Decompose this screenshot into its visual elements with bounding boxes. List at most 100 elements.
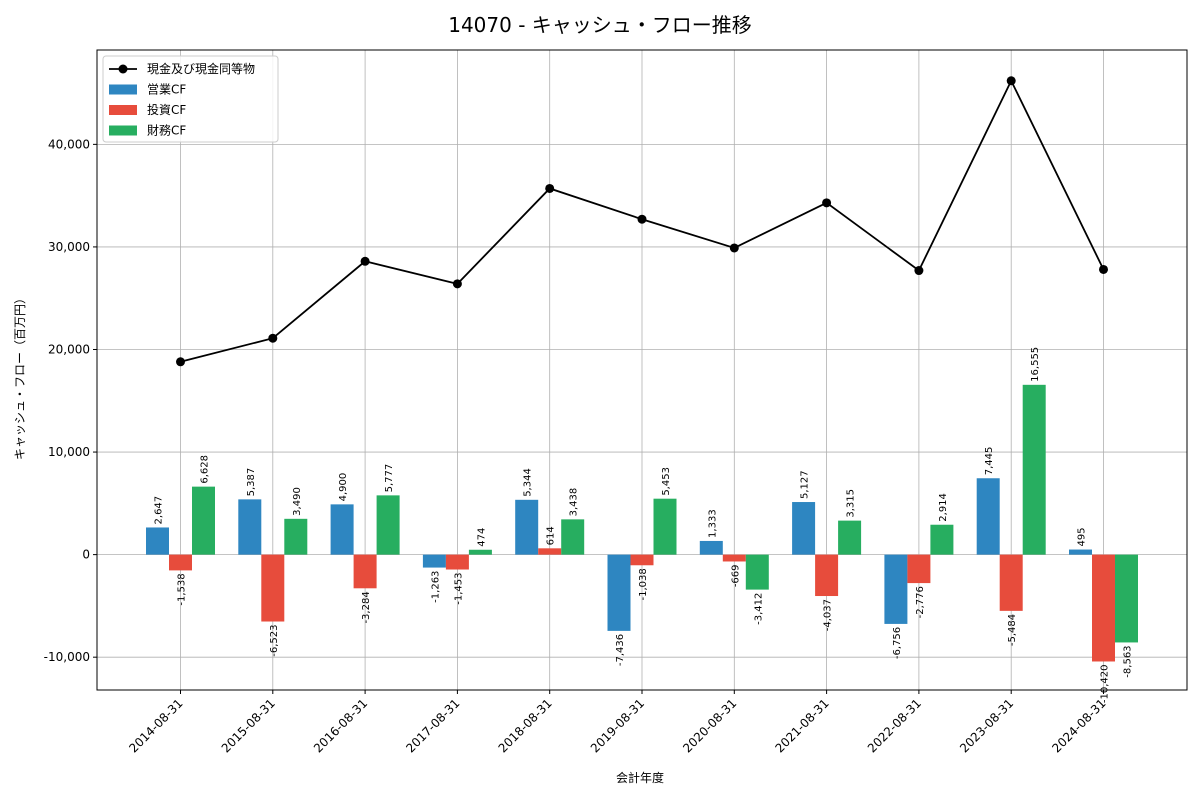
data-label: 4,900 [338, 473, 349, 502]
data-label: 474 [476, 528, 487, 547]
bar [607, 554, 631, 631]
data-label: 3,490 [292, 487, 303, 516]
bar [1069, 549, 1092, 555]
x-tick-label: 2019-08-31 [588, 696, 647, 755]
bar [930, 524, 954, 555]
x-tick-label: 2014-08-31 [126, 696, 185, 755]
data-label: 5,387 [246, 468, 257, 497]
data-label: -7,436 [615, 634, 626, 666]
line-layer [176, 76, 1108, 367]
cash-point [545, 183, 555, 193]
data-label: 6,628 [200, 455, 211, 484]
data-label: 5,777 [384, 464, 395, 493]
bar [1115, 554, 1138, 643]
data-label: -2,776 [915, 586, 926, 618]
data-label: 2,647 [154, 496, 165, 525]
data-label: 3,315 [846, 489, 857, 518]
x-tick-label: 2015-08-31 [219, 696, 278, 755]
bar [468, 549, 492, 555]
cash-point [268, 333, 278, 343]
bar [838, 520, 862, 555]
data-label: 5,453 [661, 467, 672, 496]
bar [422, 554, 446, 568]
data-label: 7,445 [984, 447, 995, 476]
y-tick-label: 20,000 [48, 342, 90, 356]
bar [169, 554, 192, 571]
x-axis-label: 会計年度 [616, 770, 664, 785]
x-tick-label: 2021-08-31 [773, 696, 832, 755]
data-label: 3,438 [569, 488, 580, 517]
bar [284, 518, 308, 555]
y-axis-ticks: -10,000 0 10,000 20,000 30,000 40,000 [44, 137, 97, 664]
data-label: -4,037 [823, 599, 834, 631]
bar [353, 554, 377, 589]
y-tick-label: 40,000 [48, 137, 90, 151]
x-tick-label: 2018-08-31 [496, 696, 555, 755]
y-tick-label: 0 [82, 548, 90, 562]
data-label: -3,284 [361, 591, 372, 623]
legend-label: 現金及び現金同等物 [147, 61, 255, 76]
data-label: 1,333 [707, 509, 718, 538]
x-axis-ticks: 2014-08-31 2015-08-31 2016-08-31 2017-08-31… [126, 690, 1109, 755]
cash-point [360, 256, 370, 266]
bar [792, 502, 816, 555]
y-tick-label: 30,000 [48, 240, 90, 254]
data-label: 5,127 [800, 470, 811, 499]
cash-point [1099, 264, 1108, 274]
data-label: -1,538 [177, 573, 188, 605]
bar [146, 527, 169, 555]
bar [745, 554, 769, 590]
legend-label: 財務CF [147, 123, 186, 138]
bar [722, 554, 746, 562]
cash-point [176, 357, 185, 367]
bar [376, 495, 400, 555]
legend-swatch [109, 84, 137, 95]
bar [515, 499, 539, 555]
data-label: 614 [546, 526, 557, 545]
bar [976, 478, 1000, 555]
bar [261, 554, 285, 622]
x-tick-label: 2016-08-31 [311, 696, 370, 755]
legend-swatch [109, 105, 137, 115]
data-label: 16,555 [1030, 347, 1041, 382]
bar [561, 519, 585, 555]
cash-point [914, 266, 924, 276]
bar [238, 499, 262, 555]
cash-point [1006, 76, 1016, 86]
data-label: -3,412 [753, 593, 764, 625]
y-tick-label: 10,000 [48, 445, 90, 459]
cash-point [729, 243, 739, 253]
bar [999, 554, 1023, 611]
bar [884, 554, 908, 624]
cash-point [637, 214, 647, 224]
data-label: -6,756 [892, 627, 903, 659]
bar [630, 554, 654, 566]
bar [538, 548, 562, 555]
bar [1092, 554, 1115, 662]
bar [192, 486, 215, 555]
legend-box [102, 55, 279, 143]
x-tick-label: 2017-08-31 [403, 696, 462, 755]
data-label: -6,523 [269, 625, 280, 657]
bar [699, 540, 723, 555]
chart-title: 14070 - キャッシュ・フロー推移 [448, 13, 752, 37]
bars-layer [146, 384, 1138, 662]
y-tick-label: -10,000 [44, 650, 90, 664]
data-label: 495 [1077, 527, 1088, 546]
legend-label: 投資CF [147, 102, 186, 117]
data-label: -1,038 [638, 568, 649, 600]
data-label: -1,453 [453, 573, 464, 605]
data-label: -5,484 [1007, 614, 1018, 646]
data-label: 5,344 [523, 468, 534, 497]
bar [815, 554, 839, 597]
data-label: -8,563 [1123, 645, 1134, 677]
bar [330, 504, 354, 555]
legend-label: 営業CF [147, 83, 186, 97]
bar [1022, 384, 1046, 555]
data-label: -669 [730, 564, 741, 587]
bar [653, 498, 677, 555]
data-label: -10,420 [1100, 664, 1111, 703]
